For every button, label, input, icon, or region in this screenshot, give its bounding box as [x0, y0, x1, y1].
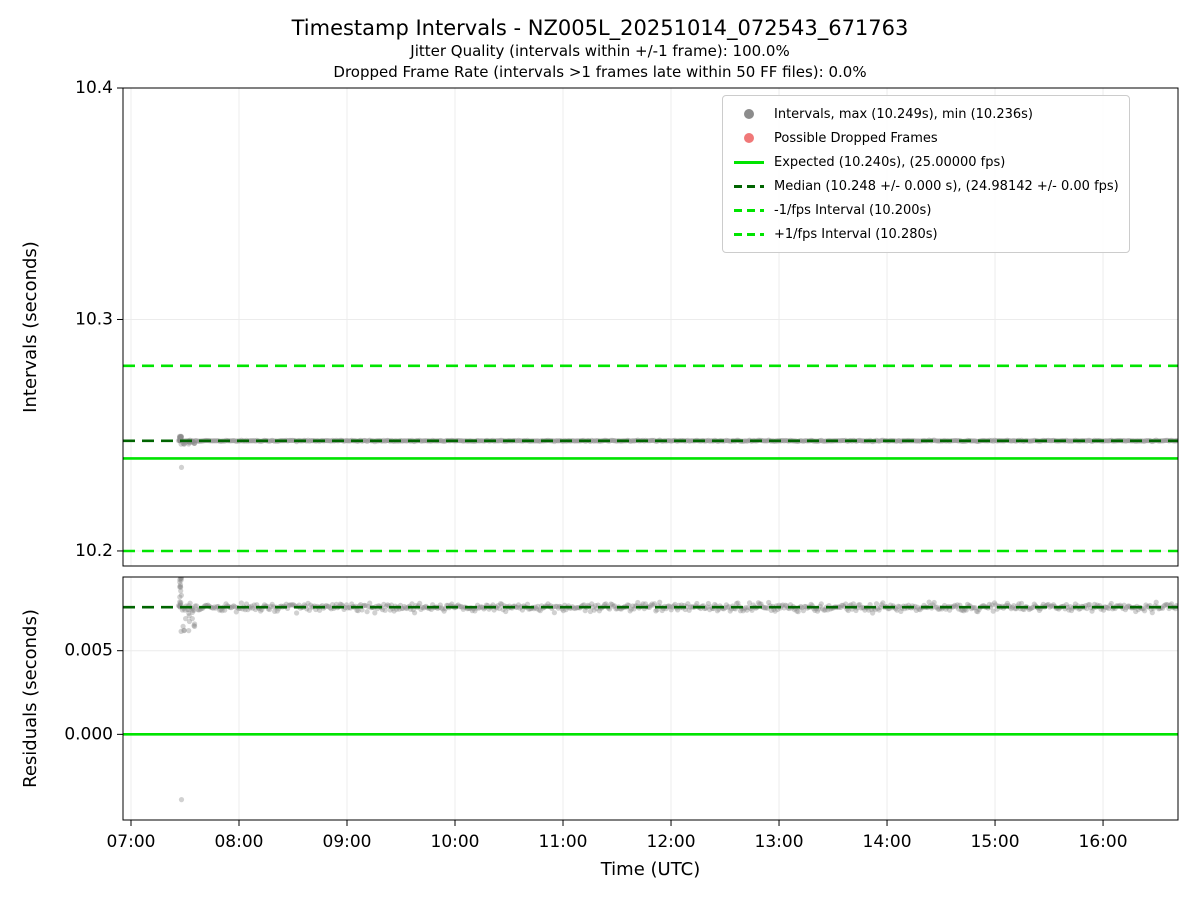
- intervals-ytick-label: 10.2: [75, 541, 113, 561]
- legend-item-1: Possible Dropped Frames: [733, 126, 1119, 150]
- legend-item-3: Median (10.248 +/- 0.000 s), (24.98142 +…: [733, 174, 1119, 198]
- intervals-axis-label: Intervals (seconds): [20, 241, 41, 413]
- x-tick-label: 16:00: [1079, 832, 1128, 852]
- residuals-panel-border: [122, 576, 1179, 821]
- legend-dot-marker: [733, 109, 765, 119]
- x-tick-label: 07:00: [106, 832, 155, 852]
- legend-line-marker: [733, 232, 765, 236]
- intervals-panel-border: [122, 87, 1179, 567]
- legend-item-0: Intervals, max (10.249s), min (10.236s): [733, 102, 1119, 126]
- x-tick-label: 12:00: [647, 832, 696, 852]
- intervals-scatter: [175, 433, 1178, 470]
- x-tick-label: 11:00: [539, 832, 588, 852]
- residuals-axis-label: Residuals (seconds): [20, 609, 41, 788]
- legend-item-4: -1/fps Interval (10.200s): [733, 198, 1119, 222]
- legend-label: -1/fps Interval (10.200s): [774, 202, 932, 218]
- x-tick-label: 09:00: [323, 832, 372, 852]
- legend-dot-marker: [733, 133, 765, 143]
- jitter-quality-subtitle: Jitter Quality (intervals within +/-1 fr…: [410, 42, 790, 60]
- intervals-ytick-label: 10.3: [75, 309, 113, 329]
- intervals-ytick-label: 10.4: [75, 78, 113, 98]
- legend-item-5: +1/fps Interval (10.280s): [733, 222, 1119, 246]
- legend-label: Intervals, max (10.249s), min (10.236s): [774, 106, 1033, 122]
- x-tick-label: 14:00: [863, 832, 912, 852]
- legend-line-marker: [733, 160, 765, 164]
- chart-title: Timestamp Intervals - NZ005L_20251014_07…: [291, 16, 909, 40]
- legend-label: +1/fps Interval (10.280s): [774, 226, 938, 242]
- legend: Intervals, max (10.249s), min (10.236s) P…: [722, 95, 1130, 253]
- residuals-grid: [123, 577, 1178, 820]
- legend-label: Expected (10.240s), (25.00000 fps): [774, 154, 1006, 170]
- x-tick-label: 15:00: [971, 832, 1020, 852]
- legend-item-2: Expected (10.240s), (25.00000 fps): [733, 150, 1119, 174]
- x-tick-label: 13:00: [755, 832, 804, 852]
- x-axis-label: Time (UTC): [600, 859, 701, 880]
- residuals-ytick-label: 0.000: [64, 724, 113, 744]
- legend-label: Median (10.248 +/- 0.000 s), (24.98142 +…: [774, 178, 1119, 194]
- x-tick-label: 08:00: [214, 832, 263, 852]
- residuals-ytick-label: 0.005: [64, 641, 113, 661]
- dropped-frame-rate-subtitle: Dropped Frame Rate (intervals >1 frames …: [333, 63, 867, 81]
- legend-label: Possible Dropped Frames: [774, 130, 938, 146]
- legend-line-marker: [733, 208, 765, 212]
- legend-line-marker: [733, 184, 765, 188]
- x-tick-label: 10:00: [431, 832, 480, 852]
